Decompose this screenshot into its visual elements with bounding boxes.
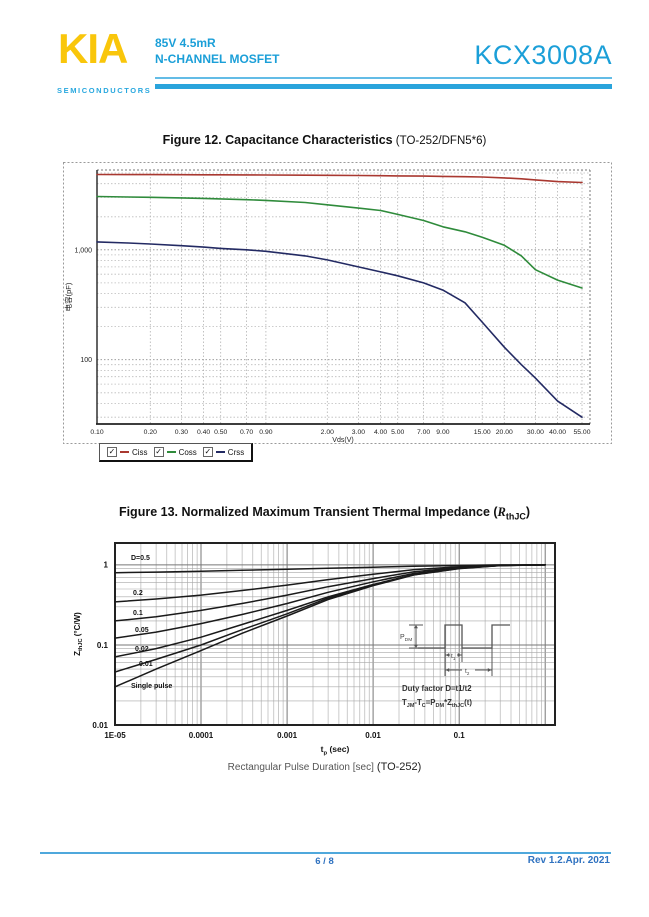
x-tick-label: 7.00 (417, 429, 430, 436)
x-tick-label: 15.00 (474, 429, 491, 436)
logo-subtitle: SEMICONDUCTORS (57, 86, 152, 95)
arrowhead (414, 644, 418, 648)
legend-swatch (166, 451, 176, 453)
x-tick-label: 5.00 (391, 429, 404, 436)
legend-swatch (120, 451, 129, 453)
x-tick-label: 0.0001 (189, 731, 214, 740)
part-number: KCX3008A (474, 40, 612, 70)
x-tick-label: 0.001 (277, 731, 298, 740)
y-tick-label: 1 (104, 561, 109, 570)
x-tick-label: 1E-05 (104, 731, 126, 740)
duty-factor-formula: Duty factor D=t1/t2 (402, 684, 472, 693)
plot-border (114, 542, 556, 726)
x-tick-label: 0.30 (175, 429, 188, 436)
temperature-formula: TJM-TC=PDM*ZthJC(t) (402, 698, 472, 709)
legend-label: Coss (178, 447, 197, 457)
legend-swatch (215, 451, 225, 453)
x-tick-label: 0.70 (240, 429, 253, 436)
curve-0.05 (114, 564, 546, 639)
x-tick-label: 9.00 (436, 429, 449, 436)
y-axis-label: 电容(pF) (63, 282, 73, 311)
capacitance-chart: 0.10 0.20 0.30 0.40 0.50 0.70 0.90 2.00 3.00 4.00… (63, 162, 612, 444)
curve-label: 0.01 (139, 661, 153, 668)
legend-item-Crss: ✓ Crss (202, 447, 245, 457)
x-tick-label: 0.40 (197, 429, 210, 436)
curve-label: 0.2 (133, 590, 143, 597)
figure13-caption-package: (TO-252) (373, 761, 422, 773)
x-axis-label: Vds(V) (332, 437, 353, 444)
curve-label: D=0.5 (131, 555, 150, 562)
curve-label: 0.05 (135, 627, 149, 634)
curve-label: Single pulse (131, 683, 172, 690)
page-number: 6 / 8 (315, 856, 334, 867)
curve-label: 0.1 (133, 610, 143, 617)
t1-label: t1 (451, 653, 456, 661)
x-tick-label: 0.01 (365, 731, 381, 740)
figure13-title-symbol: R (497, 505, 506, 519)
y-tick-label: 0.01 (92, 721, 108, 730)
chart-outer-frame (63, 162, 612, 444)
curve-0.1 (114, 564, 546, 622)
thermal-impedance-chart: D=0.5 0.2 0.1 0.05 0.02 0.01 Single pulse 1E-05… (73, 542, 556, 756)
kia-logo: KIA (58, 25, 128, 72)
x-tick-label: 2.00 (321, 429, 334, 436)
footer-rule (40, 852, 611, 854)
curve-D=0.5 (114, 564, 546, 574)
figure13-title-main: Figure 13. Normalized Maximum Transient … (118, 505, 498, 519)
revision-label: Rev 1.2.Apr. 2021 (527, 855, 610, 866)
y-tick-label: 1,000 (74, 247, 92, 254)
curve-Single-pulse (114, 564, 546, 688)
figure12-title-main: Figure 12. Capacitance Characteristics (162, 133, 393, 147)
arrowhead (457, 653, 461, 657)
x-tick-label: 0.50 (214, 429, 227, 436)
y-tick-label: 0.1 (97, 641, 109, 650)
x-tick-label: 30.00 (527, 429, 544, 436)
figure12-title-package: (TO-252/DFN5*6) (392, 135, 487, 147)
x-tick-label: 0.20 (144, 429, 157, 436)
arrowhead (446, 653, 450, 657)
y-tick-label: 100 (80, 357, 92, 364)
pulse-waveform (418, 624, 510, 649)
spec-channel-type: N-CHANNEL MOSFET (155, 52, 280, 67)
pdm-label: PDM (400, 634, 412, 643)
legend-label: Crss (227, 447, 245, 457)
header-rule-thin (155, 77, 612, 79)
header-rule-thick (155, 84, 612, 89)
fig12-legend: ✓ Ciss ✓ Coss ✓ Crss (99, 443, 254, 462)
x-tick-label: 4.00 (374, 429, 387, 436)
legend-label: Ciss (132, 447, 148, 457)
arrowhead (414, 625, 418, 629)
curve-Coss (96, 195, 583, 289)
x-tick-label: 55.00 (573, 429, 590, 436)
arrowhead (487, 668, 491, 672)
t2-label: t2 (465, 668, 470, 676)
x-tick-label: 40.00 (549, 429, 566, 436)
figure13-title: Figure 13. Normalized Maximum Transient … (0, 505, 649, 522)
curve-Crss (96, 241, 583, 418)
curve-0.01 (114, 564, 546, 673)
legend-checkbox-Coss[interactable]: ✓ (153, 447, 164, 457)
figure12-title: Figure 12. Capacitance Characteristics (… (0, 133, 649, 147)
legend-checkbox-Crss[interactable]: ✓ (202, 447, 213, 457)
legend-item-Coss: ✓ Coss (153, 447, 197, 457)
arrowhead (446, 668, 450, 672)
y-axis-label: ZthJC (°C/W) (73, 612, 84, 656)
curve-Ciss (96, 173, 583, 184)
figure13-caption: Rectangular Pulse Duration [sec] (TO-252… (0, 761, 649, 773)
spec-voltage-rds: 85V 4.5mR (155, 36, 216, 50)
x-tick-label: 0.1 (454, 731, 466, 740)
curve-label: 0.02 (135, 646, 149, 653)
x-tick-label: 0.90 (259, 429, 272, 436)
figure13-title-subscript: thJC (505, 511, 526, 522)
legend-item-Ciss: ✓ Ciss (107, 447, 148, 457)
x-tick-label: 3.00 (352, 429, 365, 436)
legend-checkbox-Ciss[interactable]: ✓ (107, 447, 117, 457)
x-tick-label: 20.00 (496, 429, 513, 436)
x-tick-label: 0.10 (90, 429, 103, 436)
x-axis-label: tp (sec) (321, 744, 350, 756)
figure13-caption-text: Rectangular Pulse Duration [sec] (227, 762, 374, 773)
figure13-title-close: ) (525, 505, 531, 519)
